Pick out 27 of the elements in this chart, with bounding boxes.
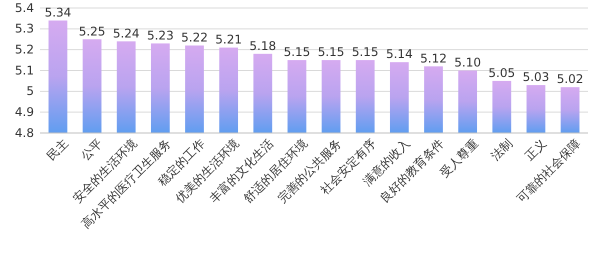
data-label: 5.14 [386, 47, 413, 62]
data-label: 5.05 [488, 66, 516, 80]
data-label: 5.22 [181, 30, 208, 44]
y-tick-label: 5.3 [14, 22, 34, 36]
y-tick-label: 5 [26, 84, 34, 98]
data-label: 5.12 [420, 51, 447, 66]
y-tick-label: 4.8 [14, 126, 34, 140]
y-tick-label: 5.1 [14, 63, 34, 78]
y-tick-label: 5.2 [14, 42, 34, 57]
x-tick-label: 公平 [78, 136, 106, 164]
data-label: 5.34 [44, 6, 72, 20]
x-tick-label: 法制 [488, 136, 515, 164]
y-tick-label: 5.4 [14, 0, 34, 15]
data-label: 5.25 [78, 24, 106, 38]
data-label: 5.18 [249, 38, 276, 53]
data-label: 5.15 [318, 45, 344, 60]
data-label: 5.15 [284, 45, 310, 60]
x-tick-label: 民主 [44, 136, 72, 164]
data-label: 5.15 [352, 45, 379, 60]
data-label: 5.24 [112, 26, 140, 40]
x-tick-label: 正义 [522, 136, 550, 164]
data-label: 5.10 [454, 56, 482, 70]
y-tick-label: 4.9 [14, 105, 34, 120]
data-label: 5.02 [556, 72, 584, 86]
data-label: 5.03 [522, 70, 550, 84]
data-label: 5.23 [146, 28, 174, 42]
data-label: 5.21 [215, 32, 242, 47]
